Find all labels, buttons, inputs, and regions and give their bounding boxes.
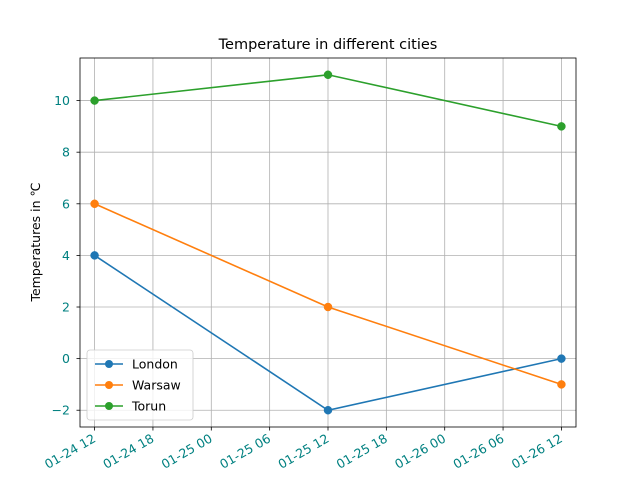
y-tick-label: 10 bbox=[54, 93, 70, 108]
x-tick-label: 01-24 18 bbox=[100, 431, 156, 472]
x-ticks: 01-24 12 01-24 18 01-25 00 01-25 06 01-25 12… bbox=[42, 427, 565, 472]
data-point-torun bbox=[323, 70, 333, 80]
y-ticks: −2 0 2 4 6 8 10 bbox=[52, 93, 80, 418]
legend-label-london: London bbox=[132, 357, 178, 372]
legend-marker-london bbox=[105, 360, 113, 368]
series bbox=[90, 70, 566, 415]
legend-label-torun: Torun bbox=[131, 399, 166, 414]
legend-label-warsaw: Warsaw bbox=[132, 378, 181, 393]
x-tick-label: 01-25 06 bbox=[217, 431, 273, 472]
y-tick-label: −2 bbox=[52, 403, 70, 418]
y-tick-label: 8 bbox=[62, 145, 70, 160]
x-tick-label: 01-25 00 bbox=[159, 431, 215, 472]
x-tick-label: 01-24 12 bbox=[42, 431, 98, 472]
x-tick-label: 01-26 12 bbox=[509, 431, 565, 472]
data-point-london bbox=[90, 251, 99, 260]
data-point-warsaw bbox=[323, 302, 333, 312]
y-axis-label: Temperatures in ℃ bbox=[28, 182, 43, 302]
data-point-london bbox=[323, 405, 333, 415]
y-tick-label: 6 bbox=[62, 196, 70, 211]
x-tick-label: 01-26 00 bbox=[392, 431, 448, 472]
y-tick-label: 0 bbox=[62, 351, 70, 366]
chart-title: Temperature in different cities bbox=[218, 37, 438, 53]
legend-marker-torun bbox=[105, 402, 113, 410]
data-point-torun bbox=[90, 96, 99, 105]
x-tick-label: 01-25 12 bbox=[275, 431, 331, 472]
y-tick-label: 2 bbox=[62, 300, 70, 315]
y-tick-label: 4 bbox=[62, 248, 70, 263]
data-point-london bbox=[557, 354, 566, 363]
data-point-warsaw bbox=[90, 199, 99, 209]
legend: London Warsaw Torun bbox=[86, 349, 194, 421]
legend-marker-warsaw bbox=[105, 381, 113, 389]
x-tick-label: 01-25 18 bbox=[334, 431, 390, 472]
x-tick-label: 01-26 06 bbox=[450, 431, 506, 472]
data-point-torun bbox=[557, 122, 566, 131]
data-point-warsaw bbox=[557, 380, 566, 389]
legend-box bbox=[86, 349, 194, 421]
